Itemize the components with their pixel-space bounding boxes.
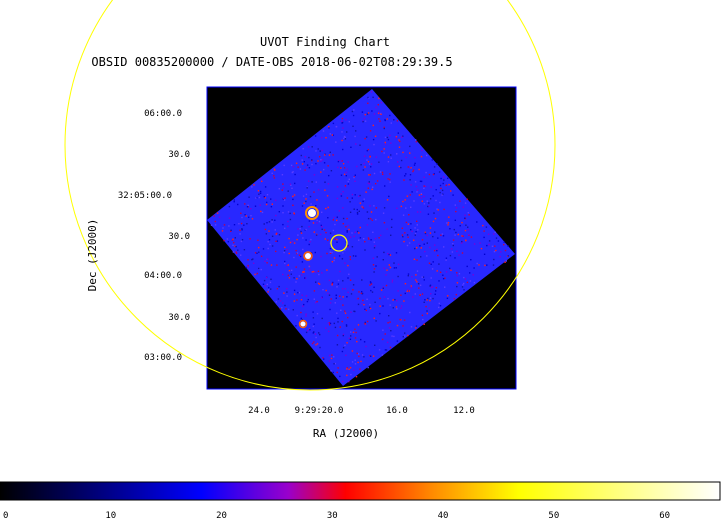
source-1 <box>308 209 316 217</box>
bright-sources <box>298 206 319 329</box>
source-3 <box>300 321 306 327</box>
source-3-halo <box>298 319 308 329</box>
colorbar-tick-label: 0 <box>3 511 8 521</box>
chart-title: UVOT Finding Chart <box>260 35 390 49</box>
source-2-halo <box>303 251 313 261</box>
colorbar-gradient <box>0 481 721 501</box>
colorbar: 0 10 20 30 40 50 60 <box>0 481 721 521</box>
y-tick-label: 30.0 <box>168 232 190 242</box>
y-axis: 06:00.0 30.0 32:05:00.0 30.0 04:00.0 30.… <box>86 109 190 363</box>
x-axis-label: RA (J2000) <box>313 427 379 440</box>
colorbar-ticks: 0 10 20 30 40 50 60 <box>3 511 670 521</box>
source-2 <box>305 253 311 259</box>
x-tick-label: 16.0 <box>386 406 408 416</box>
colorbar-tick-label: 30 <box>327 511 338 521</box>
colorbar-tick-label: 10 <box>105 511 116 521</box>
target-circle-small <box>330 234 348 252</box>
y-tick-label: 30.0 <box>168 313 190 323</box>
y-tick-label: 03:00.0 <box>144 353 182 363</box>
y-axis-label: Dec (J2000) <box>86 219 99 292</box>
y-tick-label: 32:05:00.0 <box>118 191 172 201</box>
y-tick-label: 06:00.0 <box>144 109 182 119</box>
chart-subtitle: OBSID 00835200000 / DATE-OBS 2018-06-02T… <box>91 55 452 69</box>
colorbar-tick-label: 20 <box>216 511 227 521</box>
colorbar-tick-label: 60 <box>659 511 670 521</box>
error-circle-large <box>64 0 556 391</box>
x-tick-label: 9:29:20.0 <box>295 406 344 416</box>
source-1-halo <box>305 206 319 220</box>
x-tick-label: 12.0 <box>453 406 475 416</box>
pixel-noise <box>210 91 509 383</box>
x-axis: 24.0 9:29:20.0 16.0 12.0 RA (J2000) <box>248 406 475 440</box>
colorbar-tick-label: 40 <box>438 511 449 521</box>
image-frame <box>206 86 517 390</box>
x-tick-label: 24.0 <box>248 406 270 416</box>
colorbar-tick-label: 50 <box>548 511 559 521</box>
y-tick-label: 04:00.0 <box>144 271 182 281</box>
y-tick-label: 30.0 <box>168 150 190 160</box>
